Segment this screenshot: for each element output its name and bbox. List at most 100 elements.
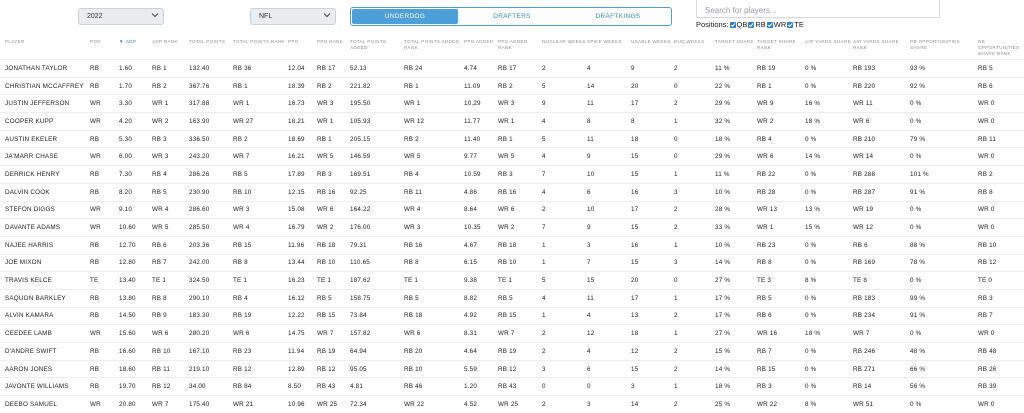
cell-total-points-added: 73.84 — [350, 306, 404, 325]
tab-draftkings[interactable]: DRAFTKINGS — [595, 13, 641, 20]
column-header-label: PPG ADDED — [464, 39, 494, 44]
te-checkbox[interactable] — [787, 21, 794, 28]
search-input[interactable] — [705, 6, 925, 15]
qb-checkbox[interactable] — [729, 21, 736, 28]
cell-dud-weeks: 2 — [674, 200, 715, 219]
cell-player: DERRICK HENRY — [0, 165, 90, 184]
cell-spike-weeks: 4 — [587, 306, 631, 325]
column-header-adp[interactable]: ▼ ADP — [119, 39, 152, 60]
column-header-total-points-rank[interactable]: TOTAL POINTS RANK — [233, 39, 288, 60]
table-row[interactable]: JAVONTE WILLIAMS RB 19.70 RB 12 34.00 RB 84 8.… — [0, 377, 1024, 396]
cell-usable-weeks: 18 — [631, 324, 674, 343]
cell-air-yards-share-rank: RB 271 — [853, 359, 910, 378]
table-row[interactable]: CEEDEE LAMB WR 15.60 WR 6 280.20 WR 6 14.75 WR … — [0, 324, 1024, 343]
cell-rb-opp-share-rank: RB 10 — [978, 235, 1024, 255]
table-row[interactable]: AUSTIN EKELER RB 5.30 RB 3 336.50 RB 2 18.69 RB… — [0, 129, 1024, 148]
table-row[interactable]: ALVIN KAMARA RB 14.50 RB 9 183.30 RB 19 12.22 R… — [0, 306, 1024, 325]
table-row[interactable]: DALVIN COOK RB 8.20 RB 5 230.90 RB 10 12.15 RB … — [0, 182, 1024, 201]
rb-checkbox[interactable] — [748, 21, 755, 28]
cell-total-points-rank: RB 5 — [233, 165, 288, 184]
table-row[interactable]: DAVANTE ADAMS WR 10.60 WR 5 285.50 WR 4 16.79 W… — [0, 218, 1024, 237]
cell-nuclear-weeks: 2 — [542, 324, 587, 343]
column-header-target-share[interactable]: TARGET SHARE — [715, 39, 757, 60]
tab-drafters[interactable]: DRAFTERS — [493, 13, 531, 20]
search-box — [696, 0, 940, 18]
cell-target-share: 11 % — [715, 165, 757, 184]
table-row[interactable]: JA'MARR CHASE WR 6.00 WR 3 243.20 WR 7 16.21 WR… — [0, 147, 1024, 166]
cell-air-yards-share: 18 % — [805, 112, 853, 131]
table-row[interactable]: DERRICK HENRY RB 7.30 RB 4 286.26 RB 5 17.89 RB… — [0, 165, 1024, 184]
cell-ppg-added: 5.59 — [464, 359, 498, 378]
column-header-air-yards-share-rank[interactable]: AIR YARDS SHARE RANK — [853, 39, 910, 60]
cell-ppg-added: 8.82 — [464, 288, 498, 308]
cell-spike-weeks: 10 — [587, 200, 631, 219]
column-header-usable-weeks[interactable]: USABLE WEEKS — [631, 39, 674, 60]
cell-spike-weeks: 11 — [587, 94, 631, 113]
cell-player: DEEBO SAMUEL — [0, 395, 90, 413]
wr-checkbox[interactable] — [766, 21, 773, 28]
cell-total-points: 230.90 — [189, 182, 233, 201]
column-header-pos[interactable]: POS — [90, 39, 119, 60]
cell-air-yards-share: 0 % — [805, 359, 853, 378]
cell-total-points-added-rank: WR 5 — [404, 147, 464, 166]
column-header-target-share-rank[interactable]: TARGET SHARE RANK — [757, 39, 805, 60]
cell-usable-weeks: 9 — [631, 59, 674, 78]
cell-total-points-added-rank: RB 5 — [404, 288, 464, 308]
table-header-row: PLAYER POS ▼ ADP ADP RANK TOTAL POINTS TOTAL P… — [0, 39, 1024, 60]
table-row[interactable]: JONATHAN TAYLOR RB 1.60 RB 1 132.40 RB 36 12.0… — [0, 59, 1024, 78]
column-header-adp-rank[interactable]: ADP RANK — [152, 39, 189, 60]
cell-player: JUSTIN JEFFERSON — [0, 94, 90, 113]
column-header-rb-opp-share[interactable]: RB OPPORTUNITIES SHARE — [910, 39, 978, 60]
table-row[interactable]: JOE MIXON RB 12.80 RB 7 242.00 RB 8 13.44 RB 10… — [0, 253, 1024, 272]
column-header-total-points-added[interactable]: TOTAL POINTS ADDED — [350, 39, 404, 60]
column-header-total-points-added-rank[interactable]: TOTAL POINTS ADDED RANK — [404, 39, 464, 60]
table-row[interactable]: SAQUON BARKLEY RB 13.80 RB 8 290.10 RB 4 16.12… — [0, 288, 1024, 308]
column-header-ppg[interactable]: PPG — [288, 39, 317, 60]
cell-target-share: 33 % — [715, 218, 757, 237]
cell-usable-weeks: 14 — [631, 395, 674, 413]
table-row[interactable]: DEEBO SAMUEL WR 20.80 WR 7 175.40 WR 21 10.96 W… — [0, 395, 1024, 413]
table-row[interactable]: COOPER KUPP WR 4.20 WR 2 163.90 WR 27 18.21 WR … — [0, 112, 1024, 131]
cell-ppg-rank: RB 43 — [317, 377, 350, 396]
column-header-player[interactable]: PLAYER — [0, 39, 90, 60]
column-header-rb-opp-share-rank[interactable]: RB OPPORTUNITIES SHARE RANK — [978, 39, 1024, 60]
table-row[interactable]: TRAVIS KELCE TE 13.40 TE 1 324.50 TE 1 16.23 TE… — [0, 271, 1024, 290]
cell-target-share: 14 % — [715, 359, 757, 378]
cell-usable-weeks: 15 — [631, 359, 674, 378]
cell-total-points-rank: RB 15 — [233, 235, 288, 255]
column-header-nuclear-weeks[interactable]: NUCLEAR WEEKS — [542, 39, 587, 60]
column-header-total-points[interactable]: TOTAL POINTS — [189, 39, 233, 60]
cell-target-share: 27 % — [715, 271, 757, 290]
cell-adp-rank: RB 9 — [152, 306, 189, 325]
cell-total-points-rank: RB 23 — [233, 342, 288, 361]
tab-underdog[interactable]: UNDERDOG — [352, 9, 458, 24]
cell-ppg-added: 9.77 — [464, 147, 498, 166]
column-header-ppg-added[interactable]: PPG ADDED — [464, 39, 498, 60]
table-row[interactable]: JUSTIN JEFFERSON WR 3.30 WR 1 317.88 WR 1 16.7… — [0, 94, 1024, 113]
table-row[interactable]: NAJEE HARRIS RB 12.70 RB 6 203.36 RB 15 11.96 R… — [0, 235, 1024, 255]
table-row[interactable]: STEFON DIGGS WR 9.10 WR 4 286.60 WR 3 15.08 WR … — [0, 200, 1024, 219]
table-row[interactable]: D'ANDRE SWIFT RB 16.60 RB 10 167.10 RB 23 11.9… — [0, 342, 1024, 361]
column-header-ppg-added-rank[interactable]: PPG ADDED RANK — [498, 39, 542, 60]
column-header-label: TARGET SHARE — [715, 39, 754, 44]
column-header-spike-weeks[interactable]: SPIKE WEEKS — [587, 39, 631, 60]
column-header-label: SPIKE WEEKS — [587, 39, 622, 44]
cell-total-points-rank: WR 27 — [233, 112, 288, 131]
players-table: PLAYER POS ▼ ADP ADP RANK TOTAL POINTS TOTAL P… — [0, 39, 1024, 413]
cell-ppg: 15.08 — [288, 200, 317, 219]
column-header-ppg-rank[interactable]: PPG RANK — [317, 39, 350, 60]
column-header-label: AIR YARDS SHARE RANK — [853, 39, 899, 50]
cell-ppg-rank: TE 1 — [317, 271, 350, 290]
table-row[interactable]: AARON JONES RB 18.60 RB 11 219.10 RB 12 12.89 R… — [0, 359, 1024, 378]
positions-label: Positions: — [696, 20, 729, 29]
cell-adp-rank: WR 3 — [152, 147, 189, 166]
column-header-air-yards-share[interactable]: AIR YARDS SHARE — [805, 39, 853, 60]
column-header-label: TOTAL POINTS RANK — [233, 39, 285, 44]
cell-nuclear-weeks: 9 — [542, 94, 587, 113]
year-select[interactable]: 2022 — [78, 8, 164, 25]
cell-target-share: 32 % — [715, 112, 757, 131]
league-select[interactable]: NFL — [250, 8, 336, 25]
column-header-label: NUCLEAR WEEKS — [542, 39, 586, 44]
column-header-dud-weeks[interactable]: DUD WEEKS — [674, 39, 715, 60]
